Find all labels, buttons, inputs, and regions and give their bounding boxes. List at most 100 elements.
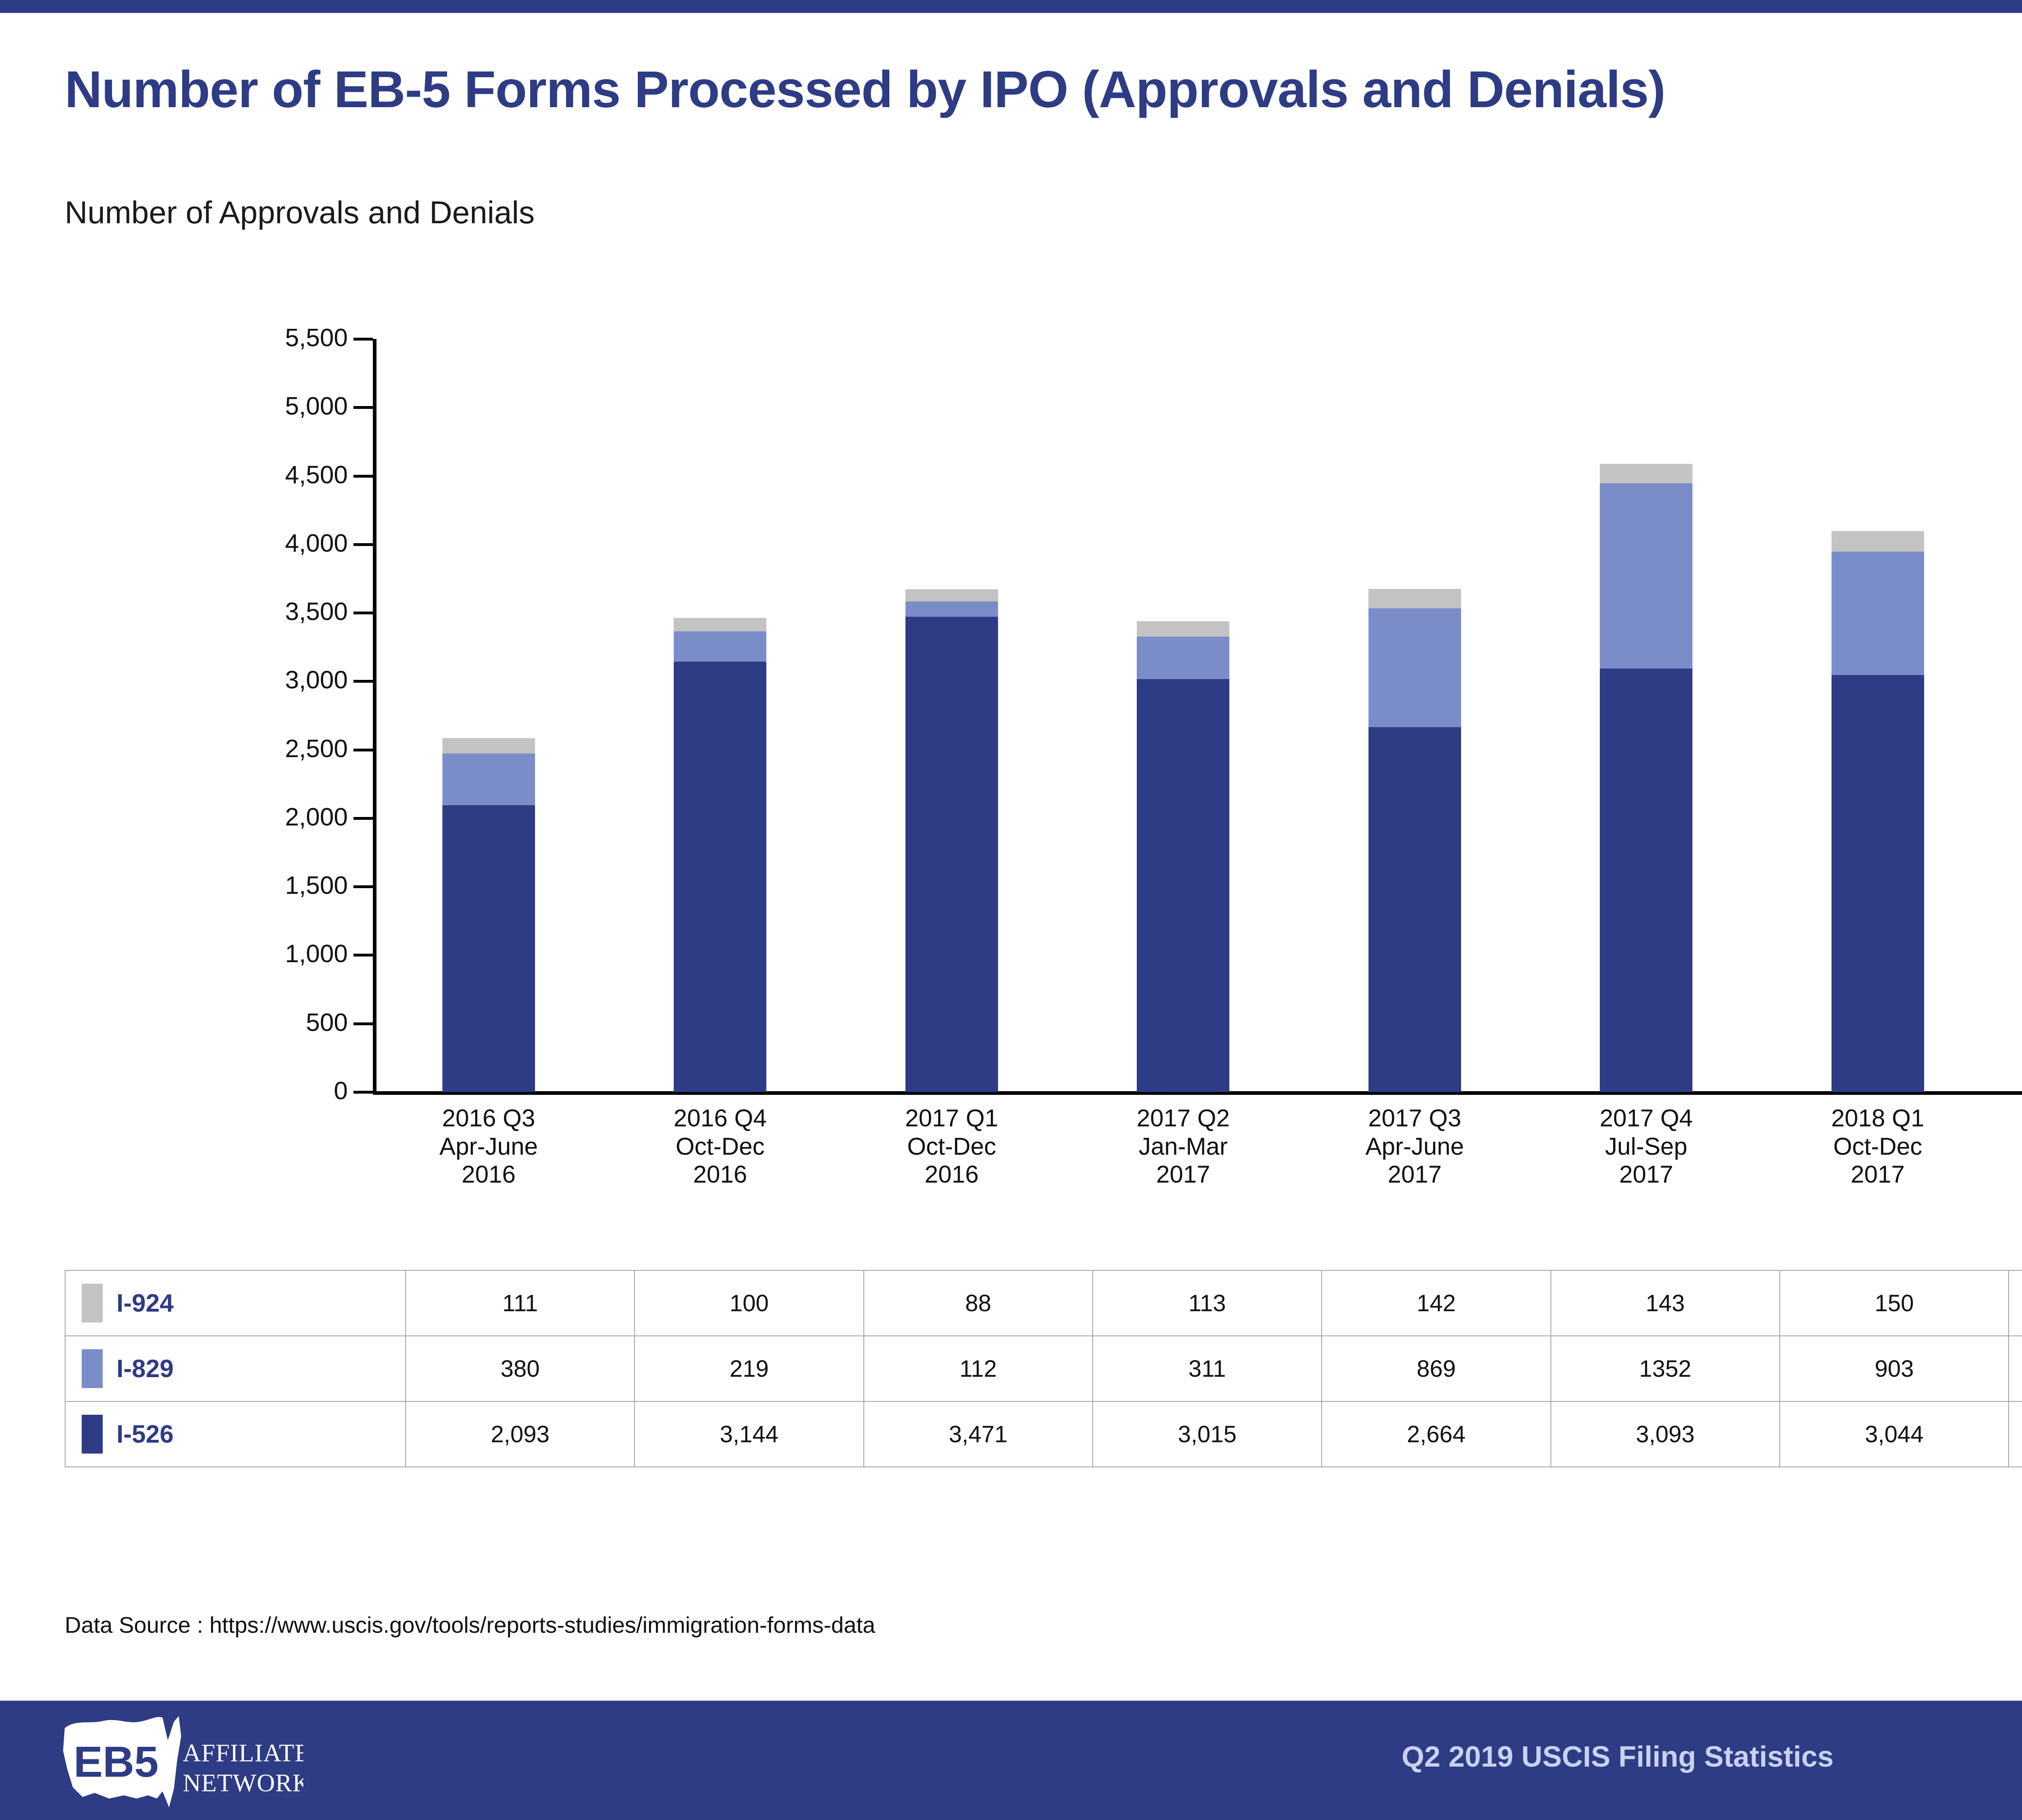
x-axis-label: 2016 Q4 Oct-Dec 2016 [605, 1104, 836, 1189]
bar-slot [373, 339, 605, 1092]
top-accent-bar [0, 0, 2022, 13]
y-axis-tick-label: 3,000 [285, 666, 348, 694]
bar-segment-i526[interactable] [905, 616, 998, 1092]
x-axis-label-line: 2017 Q1 [905, 1105, 998, 1132]
eb5-affiliate-network-logo: EB5 AFFILIATE NETWORK [53, 1712, 303, 1809]
x-axis-label: 2017 Q4 Jul-Sep 2017 [1531, 1104, 1762, 1189]
table-cell: 2,093 [405, 1401, 635, 1467]
bar-slot [1068, 339, 1299, 1092]
legend-label: I-829 [116, 1354, 174, 1383]
footer-bar: EB5 AFFILIATE NETWORK Q2 2019 USCIS Fili… [0, 1701, 2022, 1820]
table-cell: 143 [1550, 1270, 1780, 1336]
x-axis-label-line: 2017 Q3 [1368, 1105, 1462, 1132]
stacked-bar[interactable] [1831, 531, 1924, 1092]
bar-segment-i924[interactable] [1831, 531, 1924, 552]
table-cell: 142 [1321, 1270, 1551, 1336]
bar-segment-i526[interactable] [1831, 675, 1924, 1092]
x-axis-label-line: Jan-Mar [1994, 1132, 2022, 1161]
bar-segment-i526[interactable] [674, 661, 767, 1092]
y-axis-tick-label: 2,000 [285, 803, 348, 831]
stacked-bar[interactable] [905, 589, 998, 1092]
legend-swatch-i924 [82, 1284, 103, 1323]
table-cell: 219 [634, 1335, 864, 1402]
table-row: I-924111100881131421431502662131566930 [65, 1270, 2022, 1336]
x-axis-label-line: Jan-Mar [1138, 1132, 1228, 1160]
bar-segment-i526[interactable] [442, 805, 535, 1092]
table-cell: 3,471 [863, 1401, 1093, 1467]
table-row: I-526 2,093 3,144 3,471 3,015 2,664 3,093 3,044… [65, 1401, 2022, 1467]
y-axis-tick-label: 0 [334, 1077, 348, 1105]
x-axis-line [373, 1091, 2022, 1095]
bar-segment-i829[interactable] [442, 753, 535, 806]
y-axis-tick-label: 1,000 [285, 940, 348, 968]
svg-text:NETWORK: NETWORK [183, 1769, 303, 1797]
data-table: I-924111100881131421431502662131566930I-… [65, 1270, 2022, 1467]
bar-slot [1531, 339, 1762, 1092]
bar-segment-i829[interactable] [905, 601, 998, 617]
table-cell: 3,093 [1550, 1401, 1780, 1467]
x-axis-label-line: 2018 [1994, 1160, 2022, 1189]
x-axis-label-line: Jul-Sep [1605, 1132, 1688, 1160]
bar-segment-i829[interactable] [1831, 551, 1924, 675]
bar-segment-i924[interactable] [674, 618, 767, 632]
legend-label: I-924 [116, 1289, 174, 1317]
bar-segment-i526[interactable] [1600, 668, 1693, 1092]
bar-segment-i829[interactable] [674, 631, 767, 662]
stacked-bar[interactable] [1137, 621, 1230, 1092]
bar-segment-i829[interactable] [1137, 637, 1230, 679]
bar-segment-i924[interactable] [442, 738, 535, 753]
stacked-bar[interactable] [674, 618, 767, 1092]
bar-slot [1299, 339, 1531, 1092]
table-cell: 111 [405, 1270, 635, 1336]
bar-segment-i526[interactable] [1368, 727, 1461, 1092]
x-axis-label-line: Oct-Dec [675, 1132, 765, 1160]
bar-slot [605, 339, 836, 1092]
y-axis-tick-label: 5,500 [285, 324, 348, 352]
x-axis-label-line: Oct-Dec [907, 1132, 996, 1160]
bar-segment-i924[interactable] [1368, 588, 1461, 608]
page-subtitle: Number of Approvals and Denials [65, 195, 535, 230]
y-axis-tick [353, 748, 373, 751]
stacked-bar[interactable] [1600, 463, 1693, 1092]
y-axis-tick-label: 2,500 [285, 734, 348, 763]
y-axis-tick [353, 474, 373, 478]
bar-segment-i924[interactable] [1600, 463, 1693, 484]
y-axis-tick [353, 338, 373, 341]
legend-swatch-i829 [82, 1349, 103, 1388]
x-axis-label: 2016 Q3 Apr-June 2016 [373, 1104, 605, 1189]
table-cell: 380 [405, 1335, 635, 1402]
x-axis-label-line: Oct-Dec [1833, 1132, 1923, 1160]
x-axis-label-line: 2017 Q4 [1599, 1105, 1693, 1132]
x-axis-label-line: 2016 [693, 1161, 747, 1188]
x-axis-label-line: 2018 Q2 [1994, 1104, 2022, 1132]
x-axis-label-line: Apr-June [439, 1132, 538, 1160]
bar-segment-i829[interactable] [1600, 483, 1693, 669]
bar-slot [1994, 339, 2022, 1092]
y-axis-tick [353, 680, 373, 683]
y-axis-tick [353, 1022, 373, 1025]
table-cell: 2,664 [1321, 1401, 1551, 1467]
stacked-bar[interactable] [442, 738, 535, 1092]
y-axis-tick-label: 5,000 [285, 392, 348, 421]
y-axis-tick-label: 500 [306, 1008, 348, 1037]
x-axis-label-line: 2017 [1851, 1161, 1905, 1188]
y-axis-tick [353, 543, 373, 546]
y-axis-tick-label: 3,500 [285, 598, 348, 626]
x-axis-label-line: 2017 [1387, 1161, 1442, 1188]
x-axis-label-line: 2016 Q4 [673, 1105, 767, 1132]
bar-segment-i924[interactable] [1137, 621, 1230, 637]
table-cell: 903 [1779, 1335, 2009, 1402]
stacked-bar[interactable] [1368, 588, 1461, 1092]
bar-segment-i924[interactable] [905, 589, 998, 601]
x-axis-labels: 2016 Q3 Apr-June 2016 2016 Q4 Oct-Dec 2016 201… [373, 1104, 2022, 1238]
y-axis-tick-label: 4,500 [285, 461, 348, 489]
legend-swatch-i526 [82, 1415, 103, 1454]
table-cell: 1352 [1550, 1335, 1780, 1402]
bar-segment-i829[interactable] [1368, 608, 1461, 728]
x-axis-label-line: 2016 Q3 [442, 1105, 535, 1132]
bar-slot [1762, 339, 1994, 1092]
bar-segment-i526[interactable] [1137, 679, 1230, 1092]
page-title: Number of EB-5 Forms Processed by IPO (A… [65, 61, 1666, 119]
x-axis-label: 2018 Q1 Oct-Dec 2017 [1762, 1104, 1994, 1189]
